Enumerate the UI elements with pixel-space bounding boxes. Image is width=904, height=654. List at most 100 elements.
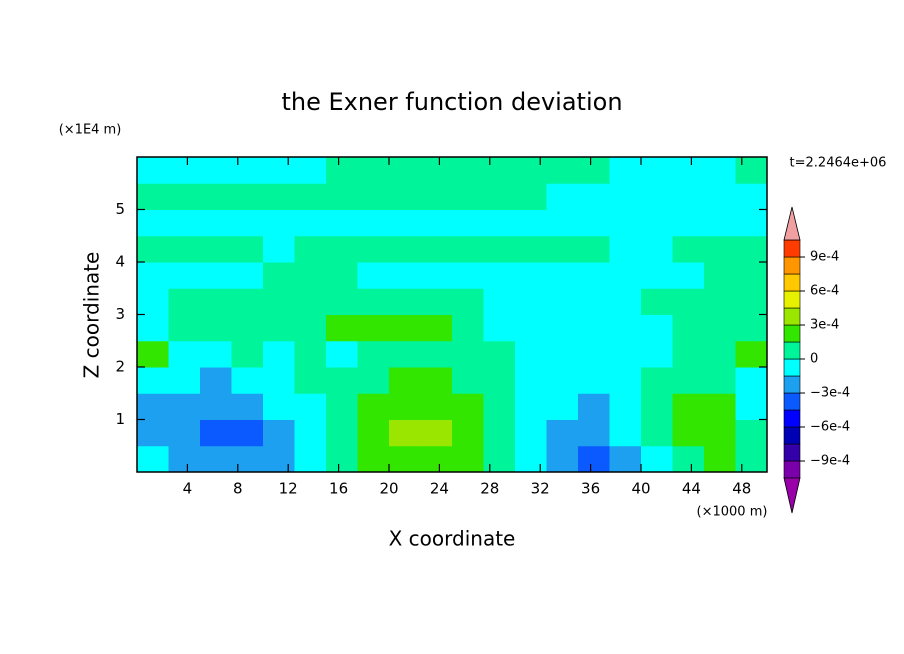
colorbar-band — [783, 426, 801, 445]
contour-cell — [357, 157, 390, 184]
contour-cell — [483, 262, 516, 289]
colorbar-tick-label: 9e-4 — [810, 250, 839, 265]
contour-cell — [483, 367, 516, 394]
y-axis-title: Z coordinate — [80, 252, 104, 379]
contour-cell — [704, 209, 736, 237]
contour-cell — [420, 367, 453, 394]
contour-cell — [357, 367, 390, 394]
contour-cell — [515, 314, 547, 342]
contour-cell — [137, 235, 169, 263]
contour-cell — [231, 262, 264, 289]
contour-cell — [672, 209, 705, 237]
contour-cell — [641, 367, 673, 394]
contour-cell — [609, 445, 642, 473]
contour-cell — [200, 157, 232, 184]
contour-cell — [609, 235, 642, 263]
contour-cell — [137, 367, 169, 394]
contour-cell — [735, 419, 768, 447]
contour-cell — [578, 262, 610, 289]
contour-cell — [546, 183, 579, 210]
x-tick-label: 8 — [233, 480, 243, 498]
contour-cell — [168, 288, 201, 315]
contour-cell — [735, 209, 768, 237]
contour-cell — [420, 314, 453, 342]
x-tick-label: 44 — [682, 480, 701, 498]
x-tick-label: 36 — [581, 480, 600, 498]
contour-cell — [735, 183, 768, 210]
contour-cell — [231, 419, 264, 447]
contour-cell — [420, 419, 453, 447]
contour-cell — [515, 157, 547, 184]
contour-cell — [609, 262, 642, 289]
colorbar-band — [783, 358, 801, 377]
contour-cell — [672, 157, 705, 184]
colorbar-band — [783, 341, 801, 360]
x-tick-label: 20 — [379, 480, 398, 498]
contour-cell — [294, 367, 327, 394]
contour-cell — [609, 419, 642, 447]
contour-cell — [263, 393, 295, 420]
contour-cell — [389, 235, 421, 263]
contour-cell — [294, 340, 327, 368]
contour-cell — [326, 209, 358, 237]
x-tick-label: 28 — [480, 480, 499, 498]
contour-cell — [420, 445, 453, 473]
contour-cell — [578, 157, 610, 184]
contour-cell — [168, 157, 201, 184]
contour-cell — [578, 235, 610, 263]
y-tick-label: 4 — [115, 253, 125, 271]
contour-cell — [420, 288, 453, 315]
contour-cell — [578, 367, 610, 394]
contour-cell — [263, 262, 295, 289]
contour-cell — [168, 209, 201, 237]
colorbar-tick-label: −6e-4 — [810, 420, 850, 435]
contour-cell — [389, 262, 421, 289]
contour-cell — [168, 367, 201, 394]
contour-cell — [389, 314, 421, 342]
contour-cell — [420, 157, 453, 184]
contour-cell — [263, 419, 295, 447]
contour-cell — [704, 288, 736, 315]
contour-cell — [546, 314, 579, 342]
contour-cell — [483, 419, 516, 447]
contour-cell — [389, 157, 421, 184]
contour-cell — [294, 419, 327, 447]
contour-cell — [420, 235, 453, 263]
contour-cell — [641, 157, 673, 184]
contour-cell — [168, 235, 201, 263]
contour-cell — [641, 445, 673, 473]
colorbar-tick-label: −3e-4 — [810, 386, 850, 401]
colorbar-tick-label: 6e-4 — [810, 284, 839, 299]
contour-cell — [483, 209, 516, 237]
contour-cell — [578, 209, 610, 237]
y-tick-label: 5 — [115, 200, 125, 218]
contour-cell — [357, 288, 390, 315]
contour-cell — [735, 288, 768, 315]
contour-cell — [231, 367, 264, 394]
contour-cell — [326, 288, 358, 315]
contour-cell — [389, 393, 421, 420]
contour-cell — [704, 419, 736, 447]
contour-cell — [641, 209, 673, 237]
contour-cell — [200, 235, 232, 263]
contour-cell — [515, 445, 547, 473]
contour-cell — [452, 340, 484, 368]
contour-cell — [515, 183, 547, 210]
contour-cell — [231, 288, 264, 315]
contour-cell — [609, 393, 642, 420]
contour-cell — [168, 445, 201, 473]
contour-cell — [578, 183, 610, 210]
contour-cell — [294, 314, 327, 342]
contour-cell — [546, 157, 579, 184]
contour-cell — [483, 314, 516, 342]
x-tick-label: 40 — [631, 480, 650, 498]
contour-cell — [672, 367, 705, 394]
contour-cell — [200, 367, 232, 394]
colorbar-tick-label: −9e-4 — [810, 454, 850, 469]
contour-cell — [326, 157, 358, 184]
contour-cell — [672, 183, 705, 210]
contour-cell — [483, 157, 516, 184]
contour-cell — [452, 288, 484, 315]
contour-cell — [420, 393, 453, 420]
contour-cell — [483, 445, 516, 473]
